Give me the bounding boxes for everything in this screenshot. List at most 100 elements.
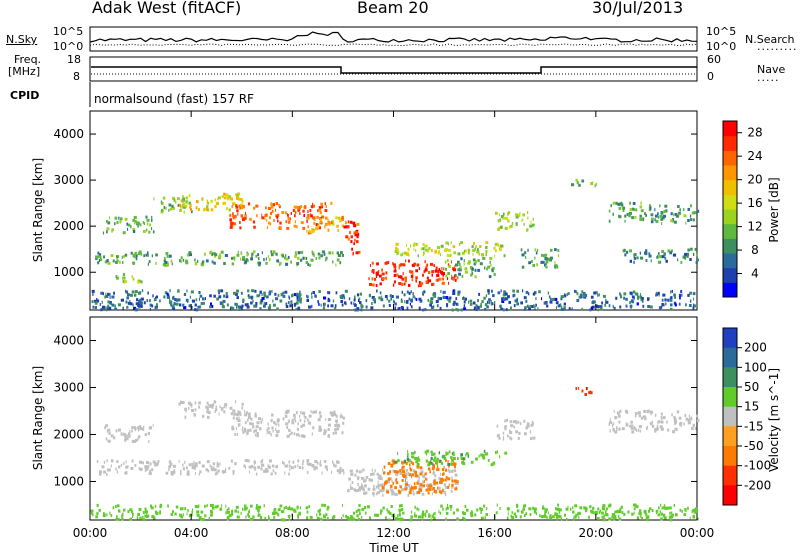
echo-cell [595,182,598,186]
echo-cell [318,428,322,432]
echo-cell [517,504,519,508]
echo-cell [555,301,559,305]
echo-cell [448,483,450,487]
echo-cell [476,248,479,252]
echo-cell [254,412,257,416]
echo-cell [298,294,301,298]
echo-cell [639,217,643,221]
echo-cell [290,301,293,305]
echo-cell [418,515,422,519]
echo-cell [638,509,642,513]
echo-cell [135,302,139,306]
echo-cell [207,403,210,407]
echo-cell [398,282,402,285]
echo-cell [198,516,202,519]
echo-cell [342,468,344,472]
echo-cell [137,428,140,432]
echo-cell [563,302,566,306]
echo-cell [329,411,332,415]
echo-cell [191,299,196,303]
echo-cell [260,299,264,303]
echo-cell [694,211,697,215]
echo-cell [188,253,192,257]
echo-cell [311,231,313,235]
echo-cell [200,302,204,305]
echo-cell [415,457,419,461]
echo-cell [136,298,139,302]
echo-cell [430,262,434,266]
echo-cell [231,205,233,209]
echo-cell [644,250,648,254]
echo-cell [418,267,421,271]
echo-cell [224,403,228,407]
echo-cell [235,505,239,509]
echo-cell [661,222,663,225]
echo-cell [582,294,586,298]
echo-cell [274,471,277,475]
echo-cell [667,298,670,302]
echo-cell [636,256,639,260]
echo-cell [446,254,450,257]
echo-cell [612,212,614,216]
echo-cell [95,255,99,259]
echo-cell [107,300,110,304]
echo-cell [184,259,188,263]
echo-cell [285,302,288,306]
echo-cell [681,293,683,297]
echo-cell [436,304,439,308]
echo-cell [430,300,433,304]
echo-cell [107,428,111,432]
echo-cell [201,464,205,468]
echo-cell [490,299,492,303]
echo-cell [659,260,662,264]
echo-cell [244,421,247,425]
echo-cell [474,262,477,266]
echo-cell [557,508,561,512]
echo-cell [365,475,369,479]
echo-cell [295,307,298,311]
echo-cell [243,464,246,468]
echo-cell [560,295,564,299]
echo-cell [263,301,265,305]
echo-cell [210,504,213,507]
echo-cell [488,298,491,302]
echo-cell [484,266,486,270]
echo-cell [274,292,277,296]
echo-cell [605,510,607,514]
echo-cell [189,295,191,299]
echo-cell [458,268,462,272]
echo-cell [336,469,340,473]
echo-cell [482,456,486,460]
echo-cell [336,420,338,424]
echo-cell [490,302,493,306]
echo-cell [183,210,185,214]
echo-cell [328,291,331,295]
echo-cell [673,295,676,299]
echo-cell [399,469,402,473]
echo-cell [449,253,452,257]
echo-cell [357,518,361,521]
echo-cell [649,422,653,426]
echo-cell [660,415,663,419]
echo-cell [416,463,419,467]
echo-cell [233,216,235,220]
echo-cell [357,482,359,486]
echo-cell [206,401,209,405]
echo-cell [395,481,399,485]
echo-cell [242,298,245,302]
echo-cell [581,307,584,311]
echo-cell [406,290,409,294]
x-tick-label: 12:00 [376,526,411,540]
echo-cell [627,422,629,426]
echo-cell [445,475,448,479]
echo-cell [498,213,500,217]
echo-cell [605,300,609,304]
echo-cell [453,469,457,473]
echo-cell [417,491,420,494]
echo-cell [144,514,147,518]
echo-cell [446,506,449,510]
echo-cell [159,511,161,515]
echo-cell [621,511,624,515]
echo-cell [314,460,318,463]
echo-cell [657,255,659,258]
